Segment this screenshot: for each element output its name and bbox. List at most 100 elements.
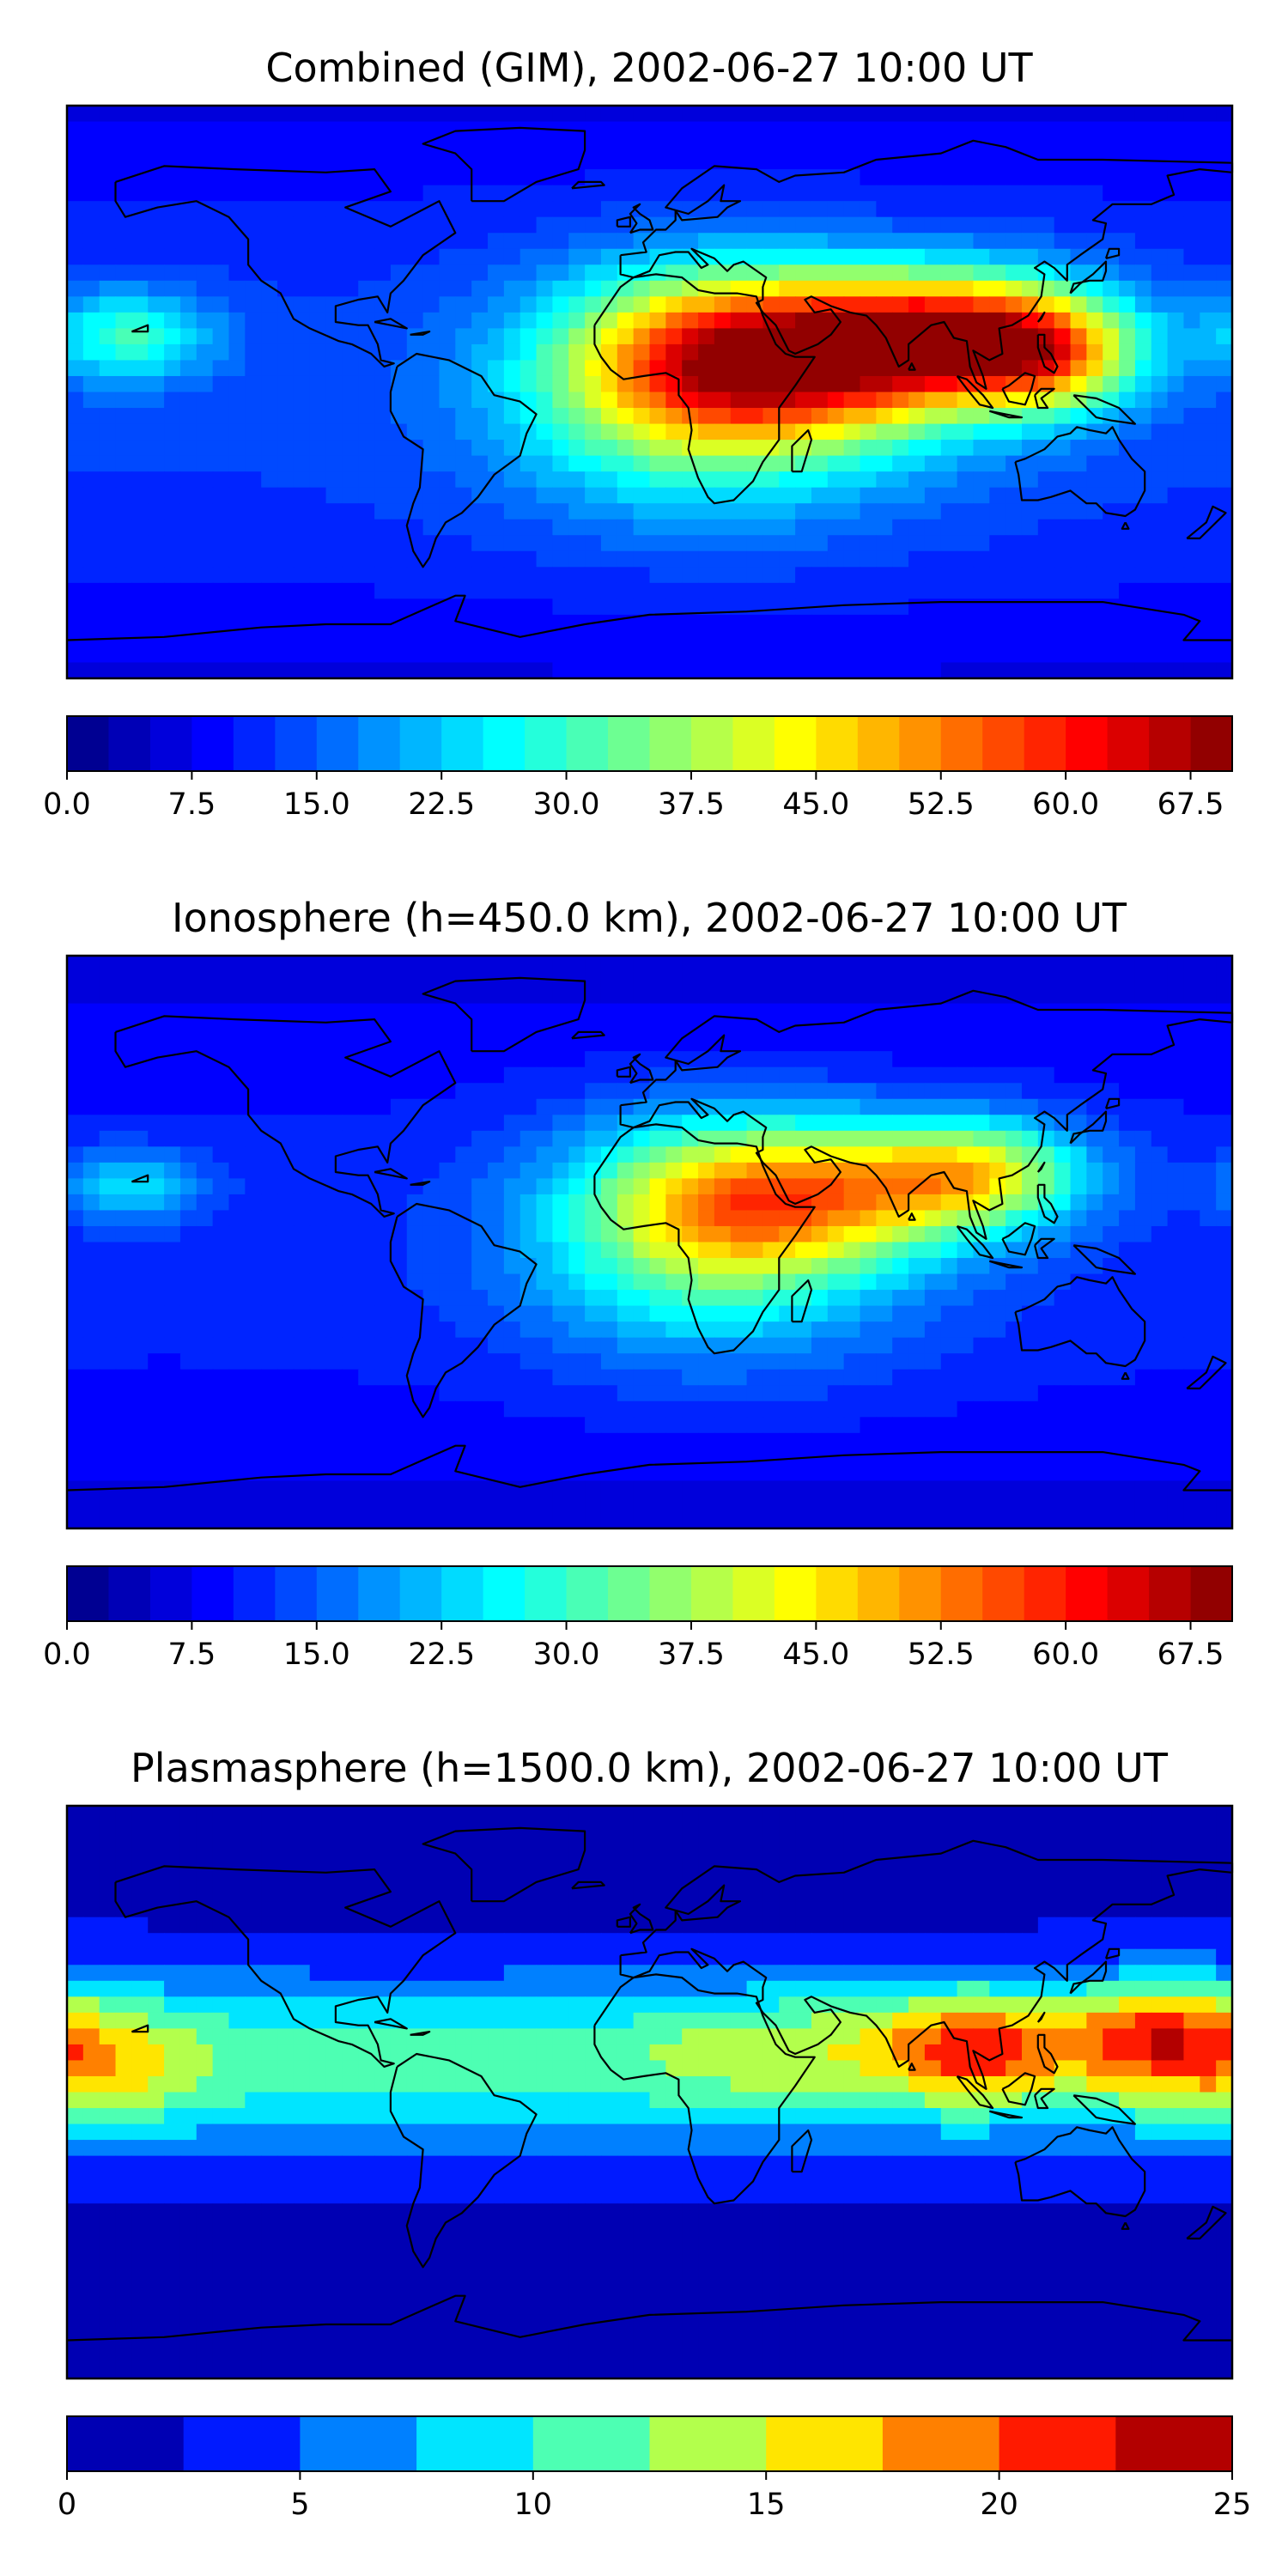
heat-cell [552, 1337, 569, 1354]
heat-cell [358, 296, 375, 313]
heat-cell [600, 312, 618, 329]
heat-cell [179, 408, 197, 425]
heat-cell [406, 519, 424, 536]
heat-cell [82, 987, 100, 1005]
heat-cell [600, 1305, 618, 1322]
heat-cell [1134, 1305, 1152, 1322]
heat-cell [973, 1258, 990, 1275]
heat-cell [714, 264, 732, 282]
heat-cell [892, 1051, 909, 1068]
heat-cell [503, 106, 521, 123]
heat-cell [746, 614, 764, 632]
heat-cell [1005, 614, 1023, 632]
heat-cell [730, 1385, 748, 1402]
heat-cell [568, 1130, 586, 1147]
heat-cell [585, 662, 602, 678]
heat-cell [1200, 169, 1217, 186]
heat-cell [876, 440, 893, 457]
heat-cell [1183, 1035, 1200, 1052]
heat-cell [212, 185, 230, 202]
heat-cell [568, 550, 586, 568]
heat-cell [957, 106, 975, 123]
heat-cell [67, 455, 84, 472]
heat-cell [698, 1449, 715, 1466]
heat-cell [585, 1003, 602, 1020]
heat-cell [940, 1066, 958, 1084]
heat-cell [179, 550, 197, 568]
heat-cell [827, 264, 845, 282]
heat-cell [277, 582, 295, 599]
heat-cell [342, 1242, 359, 1259]
heat-cell [1021, 646, 1039, 664]
heat-cell [196, 1178, 214, 1195]
heat-cell [277, 1432, 295, 1449]
heat-cell [212, 328, 230, 345]
heat-cell [1037, 1321, 1055, 1339]
heat-cell [649, 121, 666, 138]
heat-cell [827, 216, 845, 234]
heat-cell [358, 1417, 375, 1434]
heat-cell [698, 233, 715, 250]
heat-cell [682, 1273, 699, 1291]
heat-cell [1151, 614, 1169, 632]
heat-cell [406, 121, 424, 138]
heat-cell [617, 312, 635, 329]
heat-cell [876, 971, 893, 988]
heat-cell [309, 1432, 327, 1449]
heat-cell [1086, 987, 1103, 1005]
heat-cell [746, 582, 764, 599]
heat-cell [892, 471, 909, 489]
heat-cell [99, 1194, 117, 1212]
heat-cell [196, 1258, 214, 1275]
heat-cell [908, 1449, 926, 1466]
heat-cell [746, 1449, 764, 1466]
heat-cell [714, 1258, 732, 1275]
heat-cell [860, 487, 877, 504]
heat-cell [131, 1385, 149, 1402]
heat-cell [827, 987, 845, 1005]
heat-cell [665, 535, 683, 552]
heat-cell [940, 535, 958, 552]
heat-cell [892, 1258, 909, 1275]
heat-cell [519, 1162, 538, 1179]
heat-cell [1183, 360, 1200, 377]
heat-cell [1054, 971, 1072, 988]
heat-cell [99, 137, 117, 155]
heat-cell [390, 1242, 408, 1259]
heat-cell [406, 987, 424, 1005]
heat-cell [730, 216, 748, 234]
heat-cell [1103, 360, 1120, 377]
coastline [571, 180, 605, 190]
heat-cell [196, 1385, 214, 1402]
heat-cell [374, 121, 392, 138]
heat-cell [82, 956, 100, 973]
heat-cell [148, 582, 165, 599]
heat-cell [488, 1194, 505, 1212]
heat-cell [552, 1305, 569, 1322]
heat-cell [617, 106, 635, 123]
heat-cell [261, 1210, 278, 1227]
heat-cell [406, 1369, 424, 1386]
heat-cell [568, 233, 586, 250]
heat-cell [746, 956, 764, 973]
heat-cell [649, 1146, 666, 1163]
heat-cell [179, 106, 197, 123]
heat-cell [131, 360, 149, 377]
heat-cell [309, 169, 327, 186]
heat-cell [261, 971, 278, 988]
heat-cell [633, 956, 651, 973]
heat-cell [811, 519, 829, 536]
heat-cell [406, 582, 424, 599]
heat-cell [309, 1178, 327, 1195]
heat-cell [1103, 233, 1120, 250]
heat-cell [325, 1417, 343, 1434]
heat-cell [876, 153, 893, 170]
heat-cell [1151, 312, 1169, 329]
heat-cell [795, 1051, 812, 1068]
heat-cell [503, 971, 521, 988]
heat-cell [552, 440, 569, 457]
heat-cell [600, 471, 618, 489]
heat-cell [924, 614, 942, 632]
heat-cell [811, 535, 829, 552]
heat-cell [390, 503, 408, 520]
